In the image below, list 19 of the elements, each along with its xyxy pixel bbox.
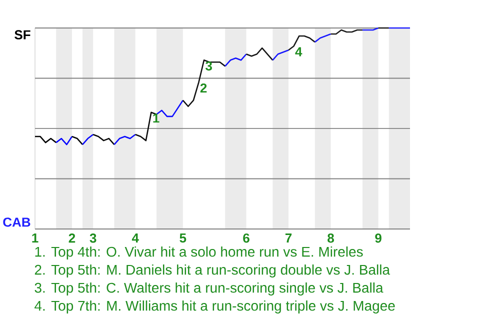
x-tick-label: 3 bbox=[90, 234, 96, 243]
x-tick-label: 5 bbox=[180, 234, 186, 243]
annotation: 3 bbox=[206, 61, 212, 71]
text: SF bbox=[14, 30, 30, 40]
annotation: 4 bbox=[295, 47, 302, 56]
x-tick-label: 6 bbox=[243, 234, 250, 243]
annotation: 2 bbox=[200, 83, 207, 93]
x-tick-label: 1 bbox=[32, 234, 38, 242]
text: 1. Top 4th: O. Vivar hit a solo home run vs E. Mireles bbox=[35, 246, 363, 260]
x-tick-label: 2 bbox=[68, 234, 76, 243]
annotation: 1 bbox=[153, 114, 160, 123]
text: CAB bbox=[3, 218, 30, 227]
text: 4. Top 7th: M. Williams hit a run-scoring triple vs J. Magee bbox=[34, 300, 395, 314]
x-tick-label: 8 bbox=[328, 234, 334, 243]
x-tick-label: 4 bbox=[132, 234, 139, 242]
text: 3. Top 5th: C. Walters hit a run-scoring single vs J. Balla bbox=[34, 282, 384, 296]
x-tick-label: 7 bbox=[285, 234, 292, 242]
x-tick-label: 9 bbox=[375, 234, 382, 243]
text: 2. Top 5th: M. Daniels hit a run-scoring double vs J. Balla bbox=[34, 264, 390, 278]
